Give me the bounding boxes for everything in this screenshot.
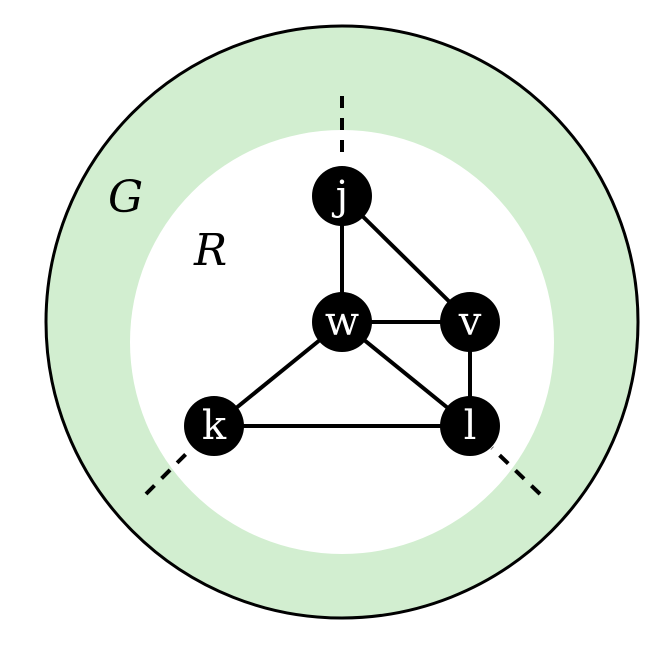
node-label-v: v — [458, 299, 482, 345]
node-label-j: j — [332, 173, 348, 219]
inner-region-label: R — [193, 225, 227, 276]
dangling-edges — [144, 96, 542, 496]
node-label-k: k — [202, 403, 227, 449]
node-k: k — [184, 396, 244, 456]
node-circle-w — [312, 292, 372, 352]
node-v: v — [440, 292, 500, 352]
node-label-l: l — [464, 403, 477, 449]
node-circle-v — [440, 292, 500, 352]
node-j: j — [312, 166, 372, 226]
node-circle-l — [440, 396, 500, 456]
dangling-edge-k — [144, 446, 194, 496]
node-l: l — [440, 396, 500, 456]
dangling-edge-l — [490, 446, 542, 496]
graph-nodes: j w v k l — [184, 166, 500, 456]
node-circle-j — [312, 166, 372, 226]
node-circle-k — [184, 396, 244, 456]
outer-region-label: G — [108, 172, 143, 223]
node-label-w: w — [325, 299, 359, 345]
node-w: w — [312, 292, 372, 352]
